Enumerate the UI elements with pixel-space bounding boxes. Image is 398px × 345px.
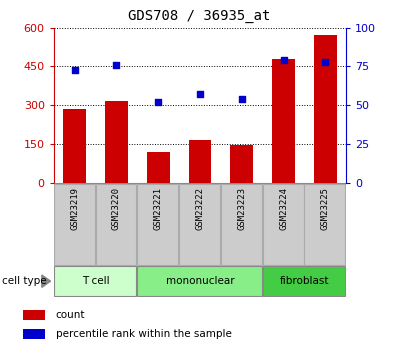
Bar — [230, 145, 253, 183]
Text: T cell: T cell — [82, 276, 109, 286]
Bar — [147, 152, 170, 183]
Point — [280, 58, 287, 63]
Point — [197, 92, 203, 97]
Point — [155, 99, 162, 105]
Text: GDS708 / 36935_at: GDS708 / 36935_at — [128, 9, 270, 23]
Bar — [137, 266, 262, 296]
Bar — [263, 266, 345, 296]
Bar — [272, 59, 295, 183]
Bar — [314, 36, 337, 183]
Point — [322, 59, 328, 65]
Text: GSM23220: GSM23220 — [112, 187, 121, 230]
Bar — [179, 184, 220, 265]
Polygon shape — [42, 275, 51, 287]
Text: percentile rank within the sample: percentile rank within the sample — [56, 329, 232, 339]
Bar — [54, 184, 95, 265]
Point — [113, 62, 119, 68]
Bar — [221, 184, 262, 265]
Bar — [63, 109, 86, 183]
Bar — [54, 266, 137, 296]
Text: GSM23219: GSM23219 — [70, 187, 79, 230]
Text: GSM23225: GSM23225 — [321, 187, 330, 230]
Text: GSM23222: GSM23222 — [195, 187, 205, 230]
Text: GSM23223: GSM23223 — [237, 187, 246, 230]
Text: mononuclear: mononuclear — [166, 276, 234, 286]
Point — [72, 67, 78, 72]
Bar — [105, 101, 128, 183]
Text: fibroblast: fibroblast — [280, 276, 329, 286]
Text: GSM23224: GSM23224 — [279, 187, 288, 230]
Bar — [23, 329, 45, 338]
Text: GSM23221: GSM23221 — [154, 187, 163, 230]
Point — [238, 96, 245, 102]
Bar — [263, 184, 304, 265]
Bar — [137, 184, 178, 265]
Bar — [304, 184, 345, 265]
Text: count: count — [56, 310, 85, 320]
Bar — [23, 310, 45, 319]
Bar — [189, 140, 211, 183]
Text: cell type: cell type — [2, 276, 47, 286]
Bar — [96, 184, 137, 265]
